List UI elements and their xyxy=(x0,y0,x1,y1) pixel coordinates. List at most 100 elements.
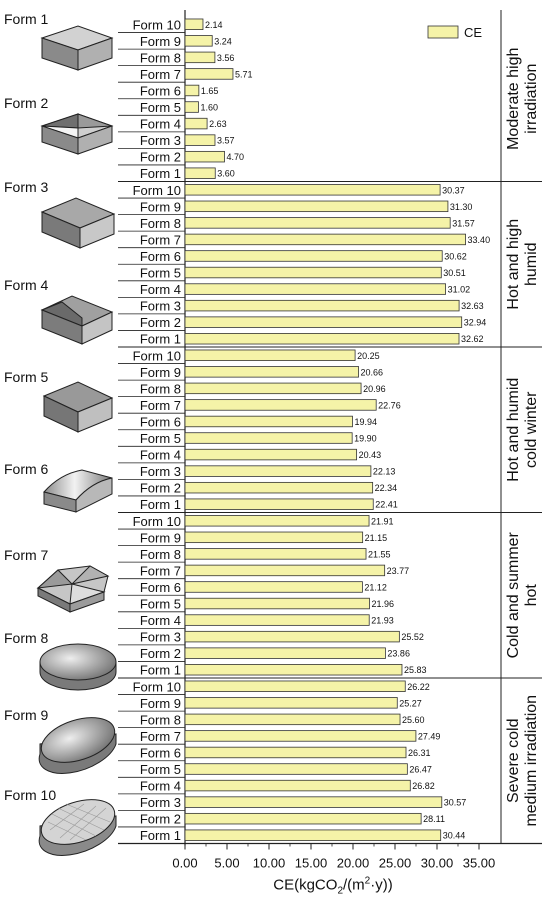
vault-roof-box-icon xyxy=(43,469,113,513)
bar xyxy=(184,630,400,643)
group-label-line: medium irradiation xyxy=(523,695,540,827)
value-label: 27.49 xyxy=(418,731,441,741)
category-label: Form 6 xyxy=(140,83,181,98)
value-label: 22.76 xyxy=(378,400,401,410)
value-label: 3.56 xyxy=(217,53,235,63)
value-label: 1.65 xyxy=(201,86,219,96)
bar xyxy=(184,399,377,411)
bar xyxy=(184,432,353,444)
value-label: 20.25 xyxy=(357,351,380,361)
value-label: 3.24 xyxy=(214,36,232,46)
value-label: 25.83 xyxy=(404,665,427,675)
bar xyxy=(184,829,442,841)
x-tick-label: 10.00 xyxy=(253,856,286,871)
value-label: 21.55 xyxy=(368,549,391,559)
form-title: Form 8 xyxy=(4,630,49,646)
bar xyxy=(184,564,386,577)
group-label: Moderate highirradiation xyxy=(505,48,540,150)
value-label: 5.71 xyxy=(235,69,253,79)
bar xyxy=(184,763,408,775)
bar xyxy=(184,647,386,659)
category-label: Form 2 xyxy=(140,646,181,661)
category-label: Form 5 xyxy=(140,431,181,446)
group-label: Severe coldmedium irradiation xyxy=(505,695,540,827)
group-label-line: hot xyxy=(523,584,540,607)
bar xyxy=(184,746,407,759)
group-label: Hot and humidcold winter xyxy=(505,378,540,482)
category-label: Form 4 xyxy=(140,117,181,132)
value-label: 20.43 xyxy=(359,450,382,460)
value-label: 22.13 xyxy=(373,467,396,477)
form-title: Form 10 xyxy=(4,787,56,803)
hip-roof-box-icon xyxy=(40,295,114,345)
x-tick-label: 15.00 xyxy=(295,856,328,871)
value-label: 25.60 xyxy=(402,715,425,725)
category-label: Form 5 xyxy=(140,266,181,281)
value-label: 20.96 xyxy=(363,384,386,394)
category-label: Form 10 xyxy=(133,348,181,363)
bar xyxy=(184,713,401,726)
legend-label: CE xyxy=(464,25,482,40)
value-label: 25.52 xyxy=(401,632,424,642)
category-label: Form 6 xyxy=(140,745,181,760)
bar xyxy=(184,184,441,196)
bar xyxy=(184,349,356,361)
bar xyxy=(184,167,216,179)
category-label: Form 3 xyxy=(140,464,181,479)
value-label: 21.96 xyxy=(371,599,394,609)
value-label: 25.27 xyxy=(399,698,422,708)
bar xyxy=(184,664,403,676)
value-label: 26.47 xyxy=(409,765,432,775)
category-label: Form 2 xyxy=(140,481,181,496)
value-label: 31.02 xyxy=(448,285,471,295)
category-label: Form 1 xyxy=(140,828,181,843)
form-illustrations: Form 1 Form 2 Form 3 Form 4 xyxy=(4,11,117,856)
value-label: 3.60 xyxy=(217,169,235,179)
form-title: Form 2 xyxy=(4,95,49,111)
category-label: Form 4 xyxy=(140,613,181,628)
x-tick-label: 20.00 xyxy=(337,856,370,871)
category-label: Form 1 xyxy=(140,663,181,678)
bar xyxy=(184,250,443,262)
offset-box-icon xyxy=(40,197,116,249)
bar xyxy=(184,779,411,792)
bar xyxy=(184,614,370,626)
category-label: Form 1 xyxy=(140,332,181,347)
value-label: 19.90 xyxy=(354,434,377,444)
category-label: Form 6 xyxy=(140,249,181,264)
category-label: Form 9 xyxy=(140,365,181,380)
category-label: Form 7 xyxy=(140,563,181,578)
bar xyxy=(184,481,374,494)
value-label: 26.31 xyxy=(408,748,431,758)
category-label: Form 6 xyxy=(140,580,181,595)
group-label-line: Cold and summer xyxy=(505,531,522,658)
x-axis-title-part: 2 xyxy=(365,876,371,887)
bar xyxy=(184,697,398,709)
value-label: 30.37 xyxy=(442,185,465,195)
value-label: 32.62 xyxy=(461,334,484,344)
value-label: 23.77 xyxy=(387,566,410,576)
plot-area: Moderate highirradiation Form 10 2.14 Form … xyxy=(118,10,542,897)
category-label: Form 7 xyxy=(140,232,181,247)
value-label: 19.94 xyxy=(354,417,377,427)
x-axis-title-part: 2 xyxy=(337,886,343,897)
category-label: Form 6 xyxy=(140,414,181,429)
bar xyxy=(184,117,208,130)
bar xyxy=(184,233,466,246)
flat-roof-box-icon xyxy=(40,25,114,71)
bar xyxy=(184,266,442,279)
group-label-line: Moderate high xyxy=(505,48,522,150)
group-label-line: Hot and high xyxy=(505,219,522,310)
x-tick-label: 35.00 xyxy=(463,856,496,871)
bar xyxy=(184,299,460,312)
bar xyxy=(184,680,406,692)
legend-swatch xyxy=(427,25,459,39)
category-label: Form 1 xyxy=(140,497,181,512)
group-label-line: Severe cold xyxy=(505,719,522,804)
form-title: Form 7 xyxy=(4,547,49,563)
value-label: 3.57 xyxy=(217,136,235,146)
bar xyxy=(184,134,216,146)
category-label: Form 4 xyxy=(140,779,181,794)
x-tick-label: 30.00 xyxy=(421,856,454,871)
bar xyxy=(184,316,463,328)
